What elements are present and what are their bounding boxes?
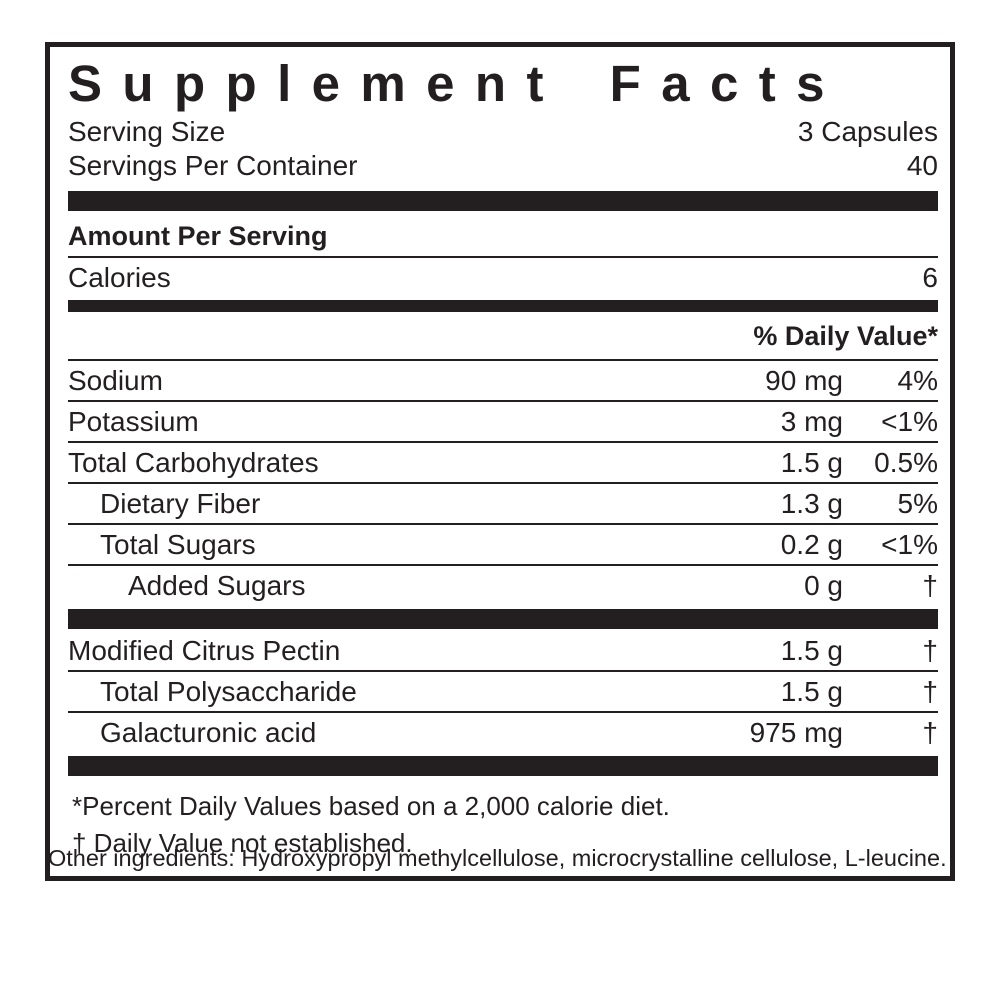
ingredient-amount: 1.5 g: [780, 635, 843, 667]
nutrient-row-total-sugars: Total Sugars 0.2 g <1%: [68, 525, 938, 567]
nutrient-amount: 1.3 g: [780, 488, 843, 520]
ingredient-name: Modified Citrus Pectin: [68, 635, 341, 667]
calories-label: Calories: [68, 262, 171, 294]
serving-size-value: 3 Capsules: [797, 116, 938, 148]
footnote-percent-daily-value: *Percent Daily Values based on a 2,000 c…: [72, 791, 670, 822]
nutrient-row-potassium: Potassium 3 mg <1%: [68, 402, 938, 444]
serving-size-label: Serving Size: [68, 116, 226, 148]
nutrient-row-added-sugars: Added Sugars 0 g †: [68, 566, 938, 605]
footnote-daily-value-not-established: † Daily Value not established.: [72, 828, 413, 859]
ingredient-row-modified-citrus-pectin: Modified Citrus Pectin 1.5 g †: [68, 631, 938, 673]
nutrient-dv: 0.5%: [874, 447, 938, 479]
panel-title: Supplement Facts: [68, 55, 845, 112]
nutrient-amount: 0.2 g: [780, 529, 843, 561]
servings-per-container-row: Servings Per Container 40: [68, 149, 938, 183]
ingredient-dv: †: [922, 635, 938, 667]
nutrient-dv: <1%: [881, 406, 938, 438]
other-ingredients-text: Other ingredients: Hydroxypropyl methylc…: [48, 845, 947, 871]
nutrient-dv: 4%: [897, 365, 938, 397]
divider-bar-bottom: [68, 756, 938, 777]
ingredient-dv: †: [922, 717, 938, 749]
amount-per-serving-header: Amount Per Serving: [68, 215, 938, 259]
divider-bar-calories: [68, 300, 938, 313]
ingredient-row-galacturonic-acid: Galacturonic acid 975 mg †: [68, 713, 938, 752]
nutrient-name: Added Sugars: [128, 570, 306, 602]
nutrient-dv: <1%: [881, 529, 938, 561]
servings-per-container-label: Servings Per Container: [68, 150, 358, 182]
nutrient-name: Sodium: [68, 365, 163, 397]
footnotes: *Percent Daily Values based on a 2,000 c…: [68, 788, 938, 862]
calories-row: Calories 6: [68, 258, 938, 298]
ingredient-amount: 1.5 g: [780, 676, 843, 708]
servings-per-container-value: 40: [906, 150, 938, 182]
nutrient-name: Potassium: [68, 406, 199, 438]
ingredient-name: Total Polysaccharide: [100, 676, 357, 708]
nutrient-row-sodium: Sodium 90 mg 4%: [68, 361, 938, 403]
divider-bar-top: [68, 191, 938, 212]
nutrient-row-total-carbohydrates: Total Carbohydrates 1.5 g 0.5%: [68, 443, 938, 485]
serving-size-row: Serving Size 3 Capsules: [68, 115, 938, 149]
nutrient-amount: 0 g: [804, 570, 843, 602]
nutrient-dv: 5%: [897, 488, 938, 520]
nutrient-amount: 1.5 g: [780, 447, 843, 479]
nutrient-dv: †: [922, 570, 938, 602]
nutrient-amount: 90 mg: [765, 365, 843, 397]
supplement-facts-panel: Supplement Facts Serving Size 3 Capsules…: [45, 42, 955, 882]
ingredient-dv: †: [922, 676, 938, 708]
nutrient-amount: 3 mg: [780, 406, 843, 438]
ingredient-row-total-polysaccharide: Total Polysaccharide 1.5 g †: [68, 672, 938, 714]
nutrient-name: Total Carbohydrates: [68, 447, 319, 479]
ingredient-name: Galacturonic acid: [100, 717, 317, 749]
calories-value: 6: [922, 262, 938, 294]
ingredient-amount: 975 mg: [749, 717, 843, 749]
nutrient-name: Total Sugars: [100, 529, 256, 561]
divider-bar-middle: [68, 609, 938, 630]
daily-value-header: % Daily Value*: [68, 312, 938, 362]
nutrient-name: Dietary Fiber: [100, 488, 261, 520]
nutrient-row-dietary-fiber: Dietary Fiber 1.3 g 5%: [68, 484, 938, 526]
